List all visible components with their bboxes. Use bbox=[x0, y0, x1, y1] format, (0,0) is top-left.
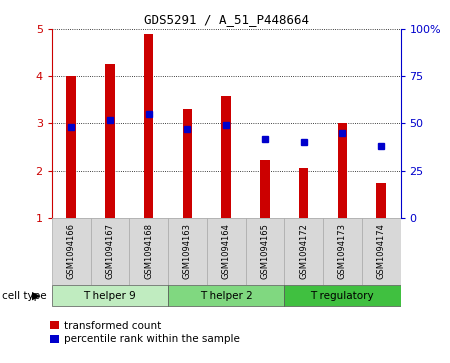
Bar bbox=[362, 218, 400, 285]
Bar bbox=[246, 218, 284, 285]
Bar bbox=[52, 285, 168, 306]
Text: GSM1094165: GSM1094165 bbox=[261, 224, 270, 279]
Bar bbox=[376, 183, 386, 218]
Text: ▶: ▶ bbox=[32, 291, 41, 301]
Bar bbox=[129, 218, 168, 285]
Text: GSM1094167: GSM1094167 bbox=[105, 223, 114, 280]
Bar bbox=[284, 218, 323, 285]
Bar bbox=[168, 218, 207, 285]
Bar bbox=[144, 34, 153, 218]
Text: T helper 2: T helper 2 bbox=[200, 291, 252, 301]
Bar bbox=[183, 109, 192, 218]
Bar bbox=[105, 65, 115, 218]
Bar bbox=[90, 218, 129, 285]
Bar bbox=[221, 96, 231, 218]
Bar bbox=[299, 168, 308, 218]
Bar bbox=[323, 218, 362, 285]
Text: GSM1094172: GSM1094172 bbox=[299, 224, 308, 279]
Text: GSM1094163: GSM1094163 bbox=[183, 223, 192, 280]
Bar bbox=[168, 285, 284, 306]
Text: GSM1094166: GSM1094166 bbox=[67, 223, 76, 280]
Bar bbox=[207, 218, 246, 285]
Text: GSM1094173: GSM1094173 bbox=[338, 223, 347, 280]
Bar bbox=[260, 160, 270, 218]
Text: cell type: cell type bbox=[2, 291, 47, 301]
Text: GSM1094168: GSM1094168 bbox=[144, 223, 153, 280]
Text: T regulatory: T regulatory bbox=[310, 291, 374, 301]
Bar bbox=[284, 285, 400, 306]
Legend: transformed count, percentile rank within the sample: transformed count, percentile rank withi… bbox=[50, 321, 239, 344]
Bar bbox=[66, 76, 76, 218]
Text: GSM1094164: GSM1094164 bbox=[221, 224, 230, 279]
Title: GDS5291 / A_51_P448664: GDS5291 / A_51_P448664 bbox=[144, 13, 309, 26]
Bar bbox=[52, 218, 90, 285]
Text: T helper 9: T helper 9 bbox=[84, 291, 136, 301]
Bar bbox=[338, 123, 347, 218]
Text: GSM1094174: GSM1094174 bbox=[377, 224, 386, 279]
